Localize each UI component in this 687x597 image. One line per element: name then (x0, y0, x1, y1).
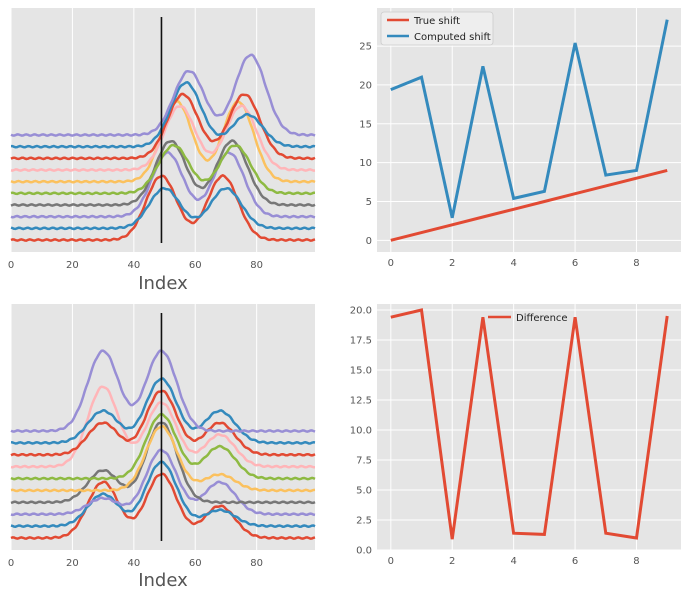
panel-stacked-traces-bottom: 0 20 40 60 80 Index (8, 304, 316, 591)
x-tick-label: 60 (189, 260, 202, 271)
series-trace-3 (10, 421, 316, 505)
series-trace-9 (10, 349, 316, 433)
y-tick-label: 2.5 (356, 516, 372, 527)
series-trace-8 (10, 377, 316, 445)
x-tick-label: 6 (572, 258, 578, 269)
y-tick-label: 12.5 (350, 396, 372, 407)
plot-area (377, 8, 681, 252)
legend-label-difference: Difference (516, 313, 568, 324)
x-tick-label: 60 (189, 558, 202, 569)
y-tick-label: 7.5 (356, 456, 372, 467)
series-trace-1 (10, 460, 316, 528)
panel-shift-comparison: 0 2 4 6 8 0 5 10 15 20 25 True shift Computed shi… (359, 8, 681, 269)
series-trace-9 (10, 53, 316, 137)
series-true-shift (390, 168, 668, 242)
x-tick-label: 0 (388, 556, 394, 567)
legend: Difference (488, 313, 568, 324)
series-trace-0 (10, 472, 316, 540)
series-trace-4 (10, 424, 316, 493)
y-tick-label: 20 (359, 80, 372, 91)
legend-label-true-shift: True shift (413, 16, 460, 27)
series-trace-7 (10, 389, 316, 457)
x-tick-label: 4 (510, 258, 516, 269)
y-tick-label: 15.0 (350, 366, 372, 377)
series-trace-3 (10, 139, 316, 207)
series-trace-4 (10, 143, 315, 196)
x-tick-label: 2 (449, 556, 455, 567)
x-tick-label: 4 (510, 556, 516, 567)
series-trace-1 (10, 186, 316, 231)
legend: True shift Computed shift (380, 11, 494, 46)
y-tick-label: 0 (366, 236, 372, 247)
series-computed-shift (390, 19, 669, 219)
x-tick-label: 8 (633, 556, 639, 567)
y-tick-label: 17.5 (350, 336, 372, 347)
series-trace-2 (10, 448, 316, 517)
y-tick-label: 5.0 (356, 486, 372, 497)
y-tick-label: 0.0 (356, 546, 372, 557)
series-trace-6 (10, 385, 315, 469)
x-tick-label: 6 (572, 556, 578, 567)
x-tick-label: 0 (388, 258, 394, 269)
x-axis-label: Index (138, 570, 188, 591)
series-trace-5 (10, 412, 316, 481)
x-tick-label: 40 (127, 558, 140, 569)
x-tick-label: 2 (449, 258, 455, 269)
x-tick-label: 0 (8, 558, 14, 569)
x-tick-label: 0 (8, 260, 14, 271)
series-trace-8 (11, 81, 316, 149)
legend-label-computed-shift: Computed shift (414, 32, 491, 43)
y-tick-label: 20.0 (350, 306, 372, 317)
series-trace-6 (10, 104, 316, 172)
plot-area (377, 304, 681, 550)
y-tick-label: 5 (366, 197, 372, 208)
x-tick-label: 80 (250, 260, 263, 271)
series-difference (390, 308, 669, 540)
x-tick-label: 40 (127, 260, 140, 271)
series-trace-0 (10, 174, 316, 242)
x-tick-label: 8 (633, 258, 639, 269)
y-tick-label: 15 (359, 119, 372, 130)
x-axis-label: Index (138, 273, 188, 294)
y-tick-label: 10.0 (350, 426, 372, 437)
y-tick-label: 25 (359, 42, 372, 53)
x-tick-label: 20 (66, 260, 79, 271)
y-tick-label: 10 (359, 158, 372, 169)
x-tick-label: 80 (250, 558, 263, 569)
panel-difference: 0 2 4 6 8 0.0 2.5 5.0 7.5 10.0 12.5 15.0 17.5 20.0 D… (350, 304, 681, 567)
x-tick-label: 20 (66, 558, 79, 569)
panel-stacked-traces-top: 0 20 40 60 80 Index (8, 8, 316, 294)
